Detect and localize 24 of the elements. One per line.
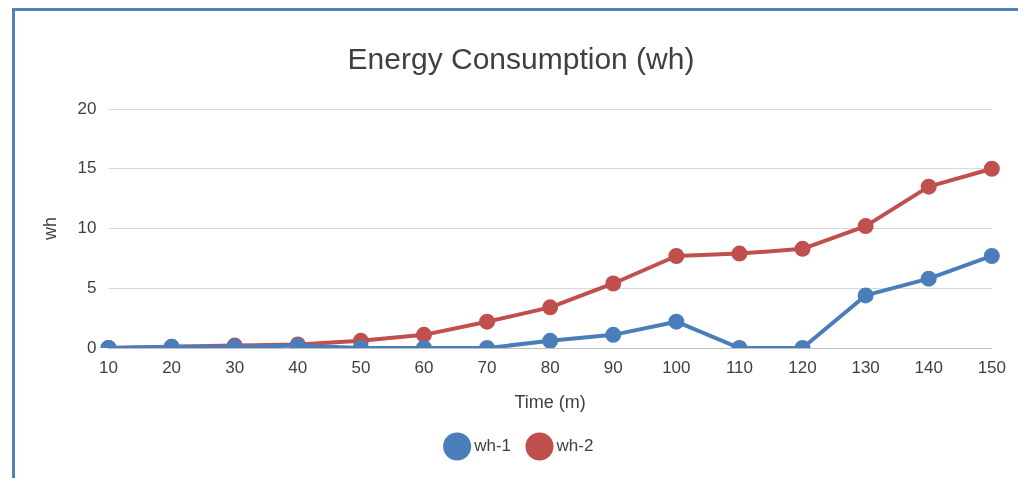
y-tick-label: 5 (87, 277, 97, 297)
x-tick-label: 80 (540, 357, 560, 377)
x-tick-label: 40 (288, 357, 308, 377)
y-tick-label: 10 (77, 218, 97, 238)
x-tick-label: 150 (977, 357, 1007, 377)
x-tick-label: 120 (788, 357, 817, 377)
y-tick-label: 20 (77, 98, 97, 118)
x-tick-label: 90 (603, 357, 623, 377)
y-tick-label: 0 (87, 337, 97, 357)
x-tick-label: 100 (662, 357, 691, 377)
x-tick-label: 70 (477, 357, 497, 377)
legend-label: wh-2 (555, 436, 594, 456)
x-tick-label: 20 (162, 357, 182, 377)
y-tick-label: 15 (77, 158, 97, 178)
legend-label: wh-1 (473, 436, 512, 456)
x-tick-label: 130 (851, 357, 880, 377)
x-tick-label: 60 (414, 357, 434, 377)
x-tick-label: 140 (914, 357, 943, 377)
x-tick-label: 30 (225, 357, 245, 377)
x-tick-label: 50 (351, 357, 371, 377)
x-axis-title: Time (m) (514, 392, 586, 413)
chart-title: Energy Consumption (wh) (347, 42, 695, 76)
y-axis-title: wh (39, 216, 60, 242)
x-tick-label: 110 (725, 357, 753, 377)
